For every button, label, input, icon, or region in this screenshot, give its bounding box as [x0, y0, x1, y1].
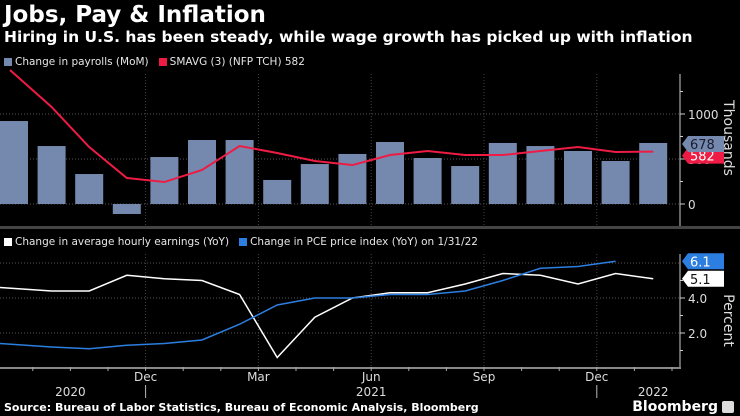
- earnings-inflation-panel: 2.0 4.0 6.1 5.1 Percent: [0, 253, 736, 367]
- payroll-bar: [639, 142, 668, 204]
- callout-box: [682, 135, 724, 152]
- callout-box: [682, 253, 724, 270]
- top-legend: Change in payrolls (MoM) SMAVG (3) (NFP …: [4, 56, 315, 68]
- bloomberg-logo: Bloomberg: [632, 399, 718, 415]
- y-axis-title: Thousands: [720, 99, 736, 176]
- payrolls-swatch: [4, 58, 12, 66]
- chart-title: Jobs, Pay & Inflation: [4, 2, 266, 28]
- x-axis: Dec Mar Jun Sep Dec 2020 2021 2022: [0, 367, 681, 399]
- legend-label: Change in average hourly earnings (YoY): [15, 236, 230, 248]
- callout-box: [682, 270, 724, 287]
- payroll-bar: [413, 158, 442, 204]
- x-year-label: 2021: [356, 385, 387, 399]
- payroll-bar: [526, 146, 555, 204]
- legend-label: Change in PCE price index (YoY) on 1/31/…: [250, 236, 478, 248]
- wages-line: [0, 272, 654, 359]
- y-tick-label: 0: [688, 198, 696, 212]
- panel-divider: [0, 226, 740, 229]
- x-axis-line: [0, 367, 681, 369]
- payroll-bar: [488, 142, 517, 204]
- payroll-bar: [300, 164, 329, 204]
- wages-swatch: [4, 238, 12, 246]
- payroll-bar: [188, 140, 216, 204]
- payroll-bar: [75, 174, 104, 204]
- x-month-label: Sep: [473, 370, 496, 384]
- payroll-bar: [37, 146, 66, 204]
- payroll-bar: [112, 204, 141, 214]
- legend-label: Change in payrolls (MoM): [15, 56, 149, 68]
- x-year-label: 2022: [638, 385, 669, 399]
- payrolls-panel: 05001000582678Thousands: [0, 69, 740, 229]
- smavg-swatch: [158, 58, 167, 66]
- x-year-label: 2020: [55, 385, 86, 399]
- y-tick-label: 4.0: [688, 292, 707, 306]
- callout-label: 6.1: [690, 255, 711, 270]
- payroll-bar: [225, 140, 254, 204]
- legend-item-payrolls: Change in payrolls (MoM): [4, 56, 149, 68]
- payroll-bar: [451, 166, 480, 204]
- smavg-line: [9, 69, 654, 184]
- legend-item-smavg: SMAVG (3) (NFP TCH) 582: [158, 56, 305, 68]
- wages-callout: 5.1: [682, 270, 724, 288]
- chart-icon: [722, 401, 734, 413]
- pce-callout: 6.1: [682, 253, 724, 270]
- bottom-legend: Change in average hourly earnings (YoY) …: [4, 236, 488, 248]
- callout-label: 5.1: [690, 273, 711, 288]
- payrolls-callout: 678: [682, 135, 724, 153]
- payroll-bar: [564, 150, 592, 204]
- x-month-label: Dec: [134, 370, 157, 384]
- payroll-bar: [376, 141, 404, 204]
- legend-label: SMAVG (3) (NFP TCH) 582: [169, 56, 305, 68]
- payroll-bar: [0, 121, 28, 204]
- source-note: Source: Bureau of Labor Statistics, Bure…: [4, 401, 479, 414]
- y-tick-label: 2.0: [688, 327, 707, 341]
- chart-subtitle: Hiring in U.S. has been steady, while wa…: [4, 28, 693, 46]
- x-month-label: Jun: [361, 370, 381, 384]
- payroll-bar: [263, 179, 292, 204]
- y-tick-label: 1000: [688, 108, 719, 122]
- legend-item-wages: Change in average hourly earnings (YoY): [4, 236, 229, 248]
- pce-swatch: [239, 238, 248, 246]
- pce-line: [0, 260, 616, 350]
- x-month-label: Mar: [247, 370, 270, 384]
- callout-label: 582: [690, 150, 715, 165]
- callout-label: 678: [690, 138, 715, 153]
- legend-item-pce: Change in PCE price index (YoY) on 1/31/…: [239, 236, 478, 248]
- x-month-label: Dec: [585, 370, 608, 384]
- payroll-bar: [601, 160, 630, 204]
- y-axis-title: Percent: [720, 294, 736, 347]
